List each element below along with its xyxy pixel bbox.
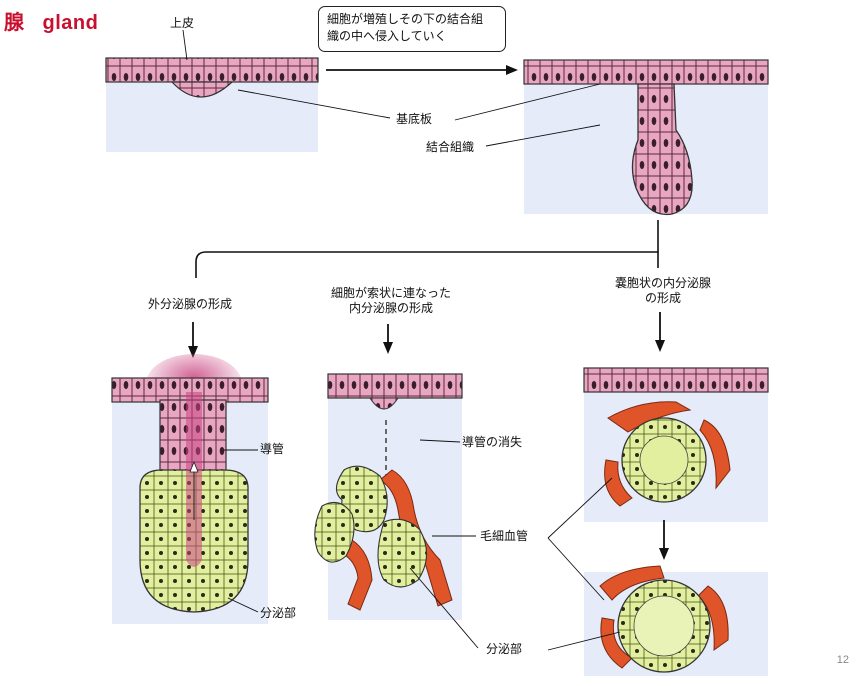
panel-invagination <box>454 59 769 216</box>
label-duct-loss: 導管の消失 <box>462 435 523 449</box>
panel-follicular-endocrine <box>547 367 769 676</box>
panel-initial <box>105 29 391 152</box>
label-cord-endocrine: 細胞が索状に連なった 内分泌腺の形成 <box>306 286 476 316</box>
label-cord-endocrine-line-2: 内分泌腺の形成 <box>348 301 433 315</box>
label-basement-membrane: 基底板 <box>396 112 433 126</box>
callout-line-1: 細胞が増殖しその下の結合組 <box>327 12 484 26</box>
callout-line-2: 織の中へ侵入していく <box>327 29 447 43</box>
label-follicular-line-2: の形成 <box>644 291 681 305</box>
label-connective-tissue: 結合組織 <box>426 140 475 154</box>
label-follicular-line-1: 嚢胞状の内分泌腺 <box>614 276 711 290</box>
callout-box: 細胞が増殖しその下の結合組 織の中へ侵入していく <box>318 6 506 52</box>
title-english: gland <box>42 12 99 34</box>
page-title: 腺 gland <box>4 6 98 35</box>
label-cord-endocrine-line-1: 細胞が索状に連なった <box>330 286 451 300</box>
label-secretory-part-left: 分泌部 <box>260 606 297 620</box>
label-exocrine-formation: 外分泌腺の形成 <box>148 297 233 311</box>
title-kanji: 腺 <box>4 12 25 34</box>
panel-exocrine-gland <box>111 354 269 624</box>
label-capillary: 毛細血管 <box>480 529 529 543</box>
label-epidermis: 上皮 <box>170 16 195 30</box>
label-follicular-endocrine: 嚢胞状の内分泌腺 の形成 <box>578 276 748 306</box>
label-duct: 導管 <box>260 442 285 456</box>
label-secretory-part-center: 分泌部 <box>486 642 523 656</box>
panel-cord-endocrine <box>314 373 479 649</box>
page-number: 12 <box>836 654 849 666</box>
